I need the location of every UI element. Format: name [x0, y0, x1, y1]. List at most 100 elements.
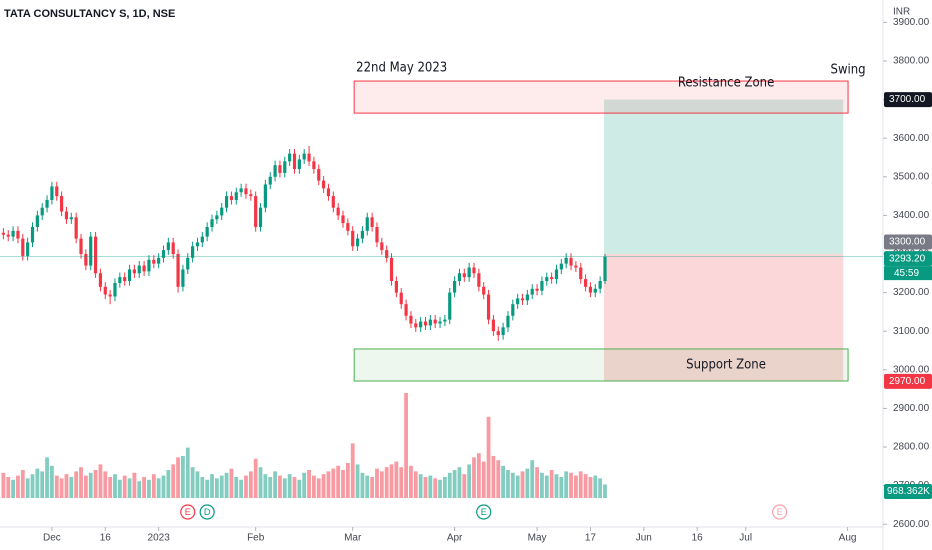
candle-body: [26, 242, 30, 256]
volume-bar: [166, 470, 171, 498]
volume-bar: [16, 475, 20, 498]
candle-body: [520, 298, 525, 301]
candle-body: [472, 267, 476, 274]
candle-body: [336, 207, 340, 216]
candle-body: [370, 217, 374, 227]
volume-bar: [88, 472, 93, 498]
volume-bar: [578, 471, 583, 498]
candle-body: [123, 277, 127, 282]
volume-bar: [375, 468, 379, 498]
target-tag-bg: [884, 92, 932, 108]
zone-label: Support Zone: [686, 357, 766, 372]
candle-body: [438, 321, 442, 324]
candle-body: [220, 207, 224, 216]
plot: Resistance Zone Support Zone 22nd May 2023…: [0, 61, 883, 498]
volume-bar: [171, 464, 176, 498]
candle-body: [598, 281, 602, 289]
volume-bar: [389, 464, 394, 498]
volume-bar: [491, 456, 496, 498]
volume-bar: [74, 471, 79, 498]
volume-bar: [224, 472, 229, 498]
volume-bar: [234, 477, 239, 498]
candle-body: [147, 259, 151, 272]
candle-body: [409, 315, 413, 324]
candle-body: [588, 286, 593, 293]
volume-bar: [59, 478, 64, 498]
candle-body: [268, 176, 272, 185]
candle-body: [205, 226, 209, 237]
candle-body: [399, 292, 403, 305]
candle-body: [603, 256, 607, 282]
candle-body: [288, 153, 292, 162]
candle-body: [181, 269, 185, 287]
candle-body: [263, 184, 267, 208]
event-marker: [180, 504, 196, 520]
volume-bar: [1, 472, 6, 498]
volume-bar: [331, 468, 336, 498]
candle-body: [540, 281, 544, 291]
event-marker: [772, 504, 788, 520]
candle-body: [545, 277, 549, 282]
candle-body: [428, 319, 432, 326]
volume-bar: [20, 470, 25, 498]
volume-bar: [239, 479, 244, 498]
event-label: E: [777, 507, 783, 517]
candle-body: [210, 219, 214, 227]
candle-body: [322, 180, 326, 189]
volume-bar: [336, 465, 341, 498]
y-tick-label: 3100.00: [893, 326, 930, 337]
stop-tag: 2970.00: [889, 376, 926, 387]
candle-body: [355, 238, 360, 247]
candle-body: [103, 286, 107, 295]
volume-bar: [132, 472, 137, 498]
volume-bar: [515, 475, 520, 498]
volume-bar: [554, 474, 559, 498]
candle-body: [142, 265, 146, 272]
volume-bar: [195, 471, 200, 498]
volume-bar: [418, 474, 423, 498]
candle-body: [501, 327, 505, 336]
candle-body: [6, 234, 10, 237]
volume-bar: [98, 464, 103, 498]
volume-bar: [210, 474, 214, 498]
candle-body: [278, 165, 282, 173]
volume-tag-bg: [884, 483, 932, 499]
candle-body: [419, 321, 423, 328]
volume-bar: [302, 472, 307, 498]
volume-bar: [292, 477, 297, 498]
volume-bar: [345, 463, 350, 498]
candle-body: [283, 161, 287, 173]
volume-bar: [365, 475, 370, 498]
volume-bar: [69, 477, 74, 498]
volume-bar: [6, 477, 11, 498]
candle-body: [317, 169, 321, 181]
x-tick-label: 16: [100, 533, 112, 544]
x-tick-label: Jun: [636, 533, 652, 544]
volume-bar: [593, 475, 598, 498]
candle-body: [462, 273, 466, 278]
volume-bar: [142, 477, 146, 498]
setup-annotation: Swing: [831, 63, 866, 78]
candle-body: [60, 196, 64, 212]
candle-body: [385, 250, 389, 258]
volume-bar: [176, 457, 180, 498]
candle-body: [326, 188, 331, 197]
x-tick-label: 17: [585, 533, 597, 544]
candle-body: [360, 230, 365, 239]
candle-body: [215, 215, 219, 220]
candle-body: [157, 257, 161, 264]
last-price-tag: 3293.20: [889, 253, 926, 264]
target-area: [604, 99, 844, 254]
volume-bar: [83, 475, 88, 498]
volume-bar: [50, 465, 54, 498]
volume-bar: [384, 467, 389, 498]
volume-bar: [394, 461, 399, 498]
y-tick-label: 3400.00: [893, 210, 930, 221]
candle-body: [389, 257, 394, 282]
volume-bar: [399, 467, 404, 498]
volume-bar: [409, 465, 413, 498]
x-tick-label: Feb: [247, 533, 265, 544]
volume-bar: [583, 474, 588, 498]
candle-body: [506, 315, 510, 328]
candle-body: [195, 242, 200, 247]
